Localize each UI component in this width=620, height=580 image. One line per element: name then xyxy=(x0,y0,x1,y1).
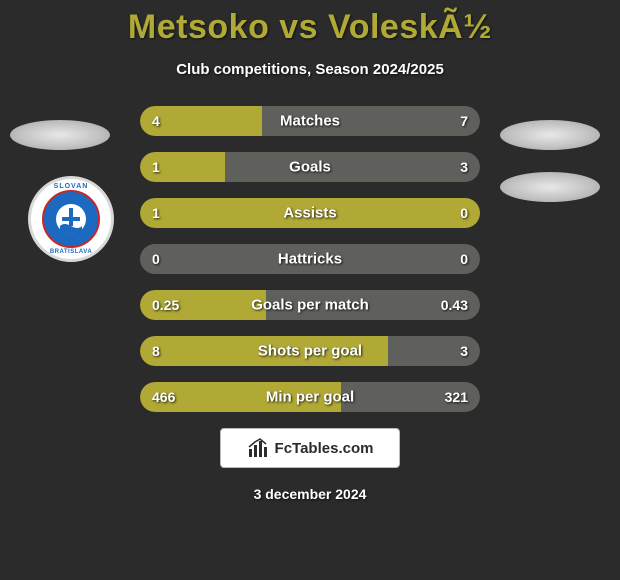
stats-container: 4Matches7 1Goals3 1Assists0 0Hattricks0 0.25… xyxy=(140,106,480,412)
stat-value-left: 8 xyxy=(152,343,160,359)
stat-row: 1Assists0 xyxy=(140,198,480,228)
stat-value-right: 0.43 xyxy=(441,297,468,313)
placeholder-badge-right-1 xyxy=(500,120,600,150)
subtitle: Club competitions, Season 2024/2025 xyxy=(0,61,620,78)
crest-emblem-icon xyxy=(54,202,88,236)
club-crest-left: SLOVAN BRATISLAVA xyxy=(28,176,114,262)
bar-track xyxy=(140,152,480,182)
bar-track xyxy=(140,382,480,412)
placeholder-badge-left xyxy=(10,120,110,150)
stat-row: 1Goals3 xyxy=(140,152,480,182)
bar-track xyxy=(140,244,480,274)
stat-value-left: 0.25 xyxy=(152,297,179,313)
crest-text-top: SLOVAN xyxy=(54,183,89,190)
bar-track xyxy=(140,106,480,136)
stat-value-right: 7 xyxy=(460,113,468,129)
stat-value-right: 321 xyxy=(445,389,468,405)
stat-value-right: 3 xyxy=(460,159,468,175)
page-title: Metsoko vs VoleskÃ½ xyxy=(0,0,620,47)
stat-row: 8Shots per goal3 xyxy=(140,336,480,366)
stat-value-right: 0 xyxy=(460,251,468,267)
stat-value-left: 4 xyxy=(152,113,160,129)
stat-value-right: 3 xyxy=(460,343,468,359)
bar-left-fill xyxy=(140,198,480,228)
bar-track xyxy=(140,290,480,320)
stat-row: 466Min per goal321 xyxy=(140,382,480,412)
stat-value-left: 1 xyxy=(152,159,160,175)
bar-right-fill xyxy=(262,106,480,136)
bar-right-fill xyxy=(225,152,480,182)
bar-track xyxy=(140,198,480,228)
crest-text-bottom: BRATISLAVA xyxy=(50,249,92,255)
date-label: 3 december 2024 xyxy=(0,486,620,502)
stat-row: 0.25Goals per match0.43 xyxy=(140,290,480,320)
stat-row: 0Hattricks0 xyxy=(140,244,480,274)
chart-icon xyxy=(247,437,269,459)
placeholder-badge-right-2 xyxy=(500,172,600,202)
bar-right-fill xyxy=(140,244,480,274)
stat-row: 4Matches7 xyxy=(140,106,480,136)
crest-inner xyxy=(42,190,100,248)
footer-label: FcTables.com xyxy=(275,440,374,457)
stat-value-left: 1 xyxy=(152,205,160,221)
stat-value-left: 466 xyxy=(152,389,175,405)
bar-track xyxy=(140,336,480,366)
stat-value-left: 0 xyxy=(152,251,160,267)
footer-badge[interactable]: FcTables.com xyxy=(220,428,400,468)
bar-left-fill xyxy=(140,336,388,366)
stat-value-right: 0 xyxy=(460,205,468,221)
